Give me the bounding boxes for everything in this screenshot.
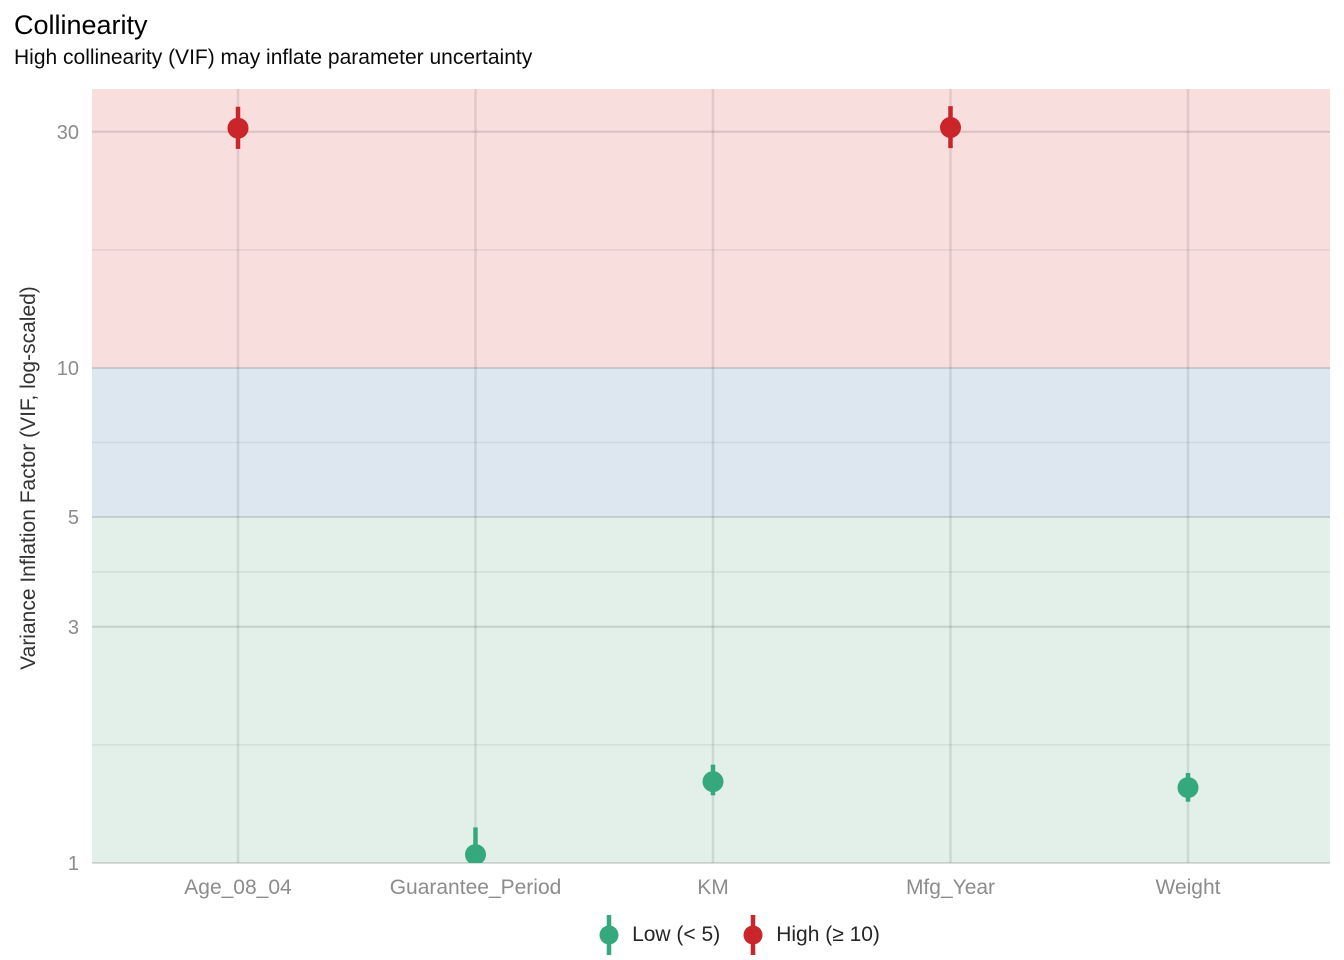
points-layer xyxy=(227,106,1199,863)
pointrange-Weight xyxy=(1177,772,1199,802)
x-tick-label-Weight: Weight xyxy=(1156,876,1221,899)
pointrange-Mfg_Year xyxy=(940,106,961,149)
pointrange-Age_08_04 xyxy=(227,106,249,149)
x-tick-label-Age_08_04: Age_08_04 xyxy=(184,876,292,899)
y-tick-label-1: 1 xyxy=(68,853,79,875)
point-Mfg_Year xyxy=(940,116,961,138)
band-high xyxy=(92,89,1330,368)
x-tick-label-KM: KM xyxy=(697,876,729,899)
x-tick-label-Mfg_Year: Mfg_Year xyxy=(906,876,995,899)
legend-label-low: Low (< 5) xyxy=(632,923,721,946)
y-tick-label-10: 10 xyxy=(57,358,79,380)
y-tick-label-30: 30 xyxy=(57,122,79,144)
band-moderate xyxy=(92,367,1330,517)
point-Weight xyxy=(1177,777,1199,799)
pointrange-KM xyxy=(702,764,724,796)
point-Age_08_04 xyxy=(227,117,249,139)
chart-title: Collinearity xyxy=(14,10,148,40)
y-tick-label-3: 3 xyxy=(68,617,79,639)
pointrange-glyph-high-icon xyxy=(743,915,763,955)
legend-label-high: High (≥ 10) xyxy=(776,923,880,946)
pointrange-Guarantee_Period xyxy=(465,827,486,863)
x-tick-label-Guarantee_Period: Guarantee_Period xyxy=(390,876,562,899)
legend-item-low: Low (< 5) xyxy=(598,913,720,957)
legend: Low (< 5) High (≥ 10) xyxy=(92,912,1344,958)
legend-item-high: High (≥ 10) xyxy=(742,913,880,957)
point-KM xyxy=(702,771,724,793)
band-low xyxy=(92,516,1330,863)
chart-subtitle: High collinearity (VIF) may inflate para… xyxy=(14,46,533,69)
pointrange-glyph-low-icon xyxy=(599,915,619,955)
point-Guarantee_Period xyxy=(465,844,486,863)
y-tick-label-5: 5 xyxy=(68,507,79,529)
